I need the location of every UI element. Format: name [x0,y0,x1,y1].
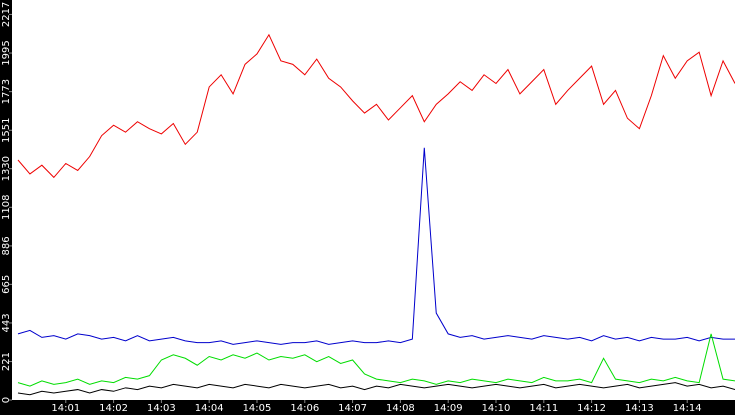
plot-area [12,0,735,400]
x-tick-label: 14:09 [434,403,463,414]
x-tick-label: 14:12 [577,403,606,414]
x-tick-label: 14:07 [338,403,367,414]
x-tick-label: 14:06 [290,403,319,414]
y-tick-label: 0 [1,397,12,403]
y-tick-label: 1995 [1,40,12,65]
x-tick-label: 14:11 [529,403,558,414]
x-tick-label: 14:02 [99,403,128,414]
series-line [17,333,735,387]
y-tick-label: 1330 [1,156,12,181]
x-tick-label: 14:14 [673,403,702,414]
x-tick-label: 14:13 [625,403,654,414]
x-tick-label: 14:03 [147,403,176,414]
series-line [17,33,735,179]
x-tick-label: 14:05 [243,403,272,414]
y-tick-label: 665 [1,275,12,294]
series-line [17,382,735,396]
y-tick-label: 1108 [1,195,12,220]
y-tick-label: 1773 [1,79,12,104]
y-tick-label: 221 [1,352,12,371]
x-tick-label: 14:04 [195,403,224,414]
x-tick-label: 14:10 [482,403,511,414]
y-tick-label: 1551 [1,118,12,143]
y-tick-label: 2217 [1,2,12,27]
x-tick-label: 14:08 [386,403,415,414]
series-line [17,147,735,345]
x-tick-label: 14:01 [51,403,80,414]
y-tick-label: 886 [1,236,12,255]
y-tick-label: 443 [1,313,12,332]
